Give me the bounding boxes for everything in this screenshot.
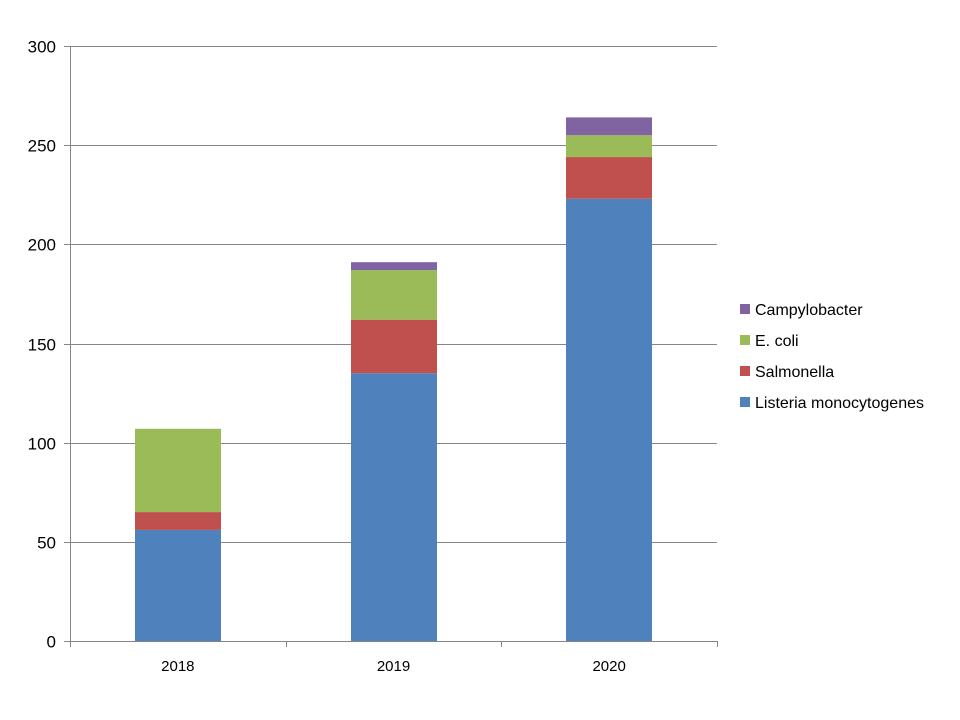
y-axis-ticks: 0 50 100 150 200 250 300 (28, 38, 70, 652)
bars (135, 117, 652, 641)
y-tick-label: 100 (28, 435, 56, 454)
bar-segment-2020-listeria-monocytogenes (566, 198, 652, 641)
y-tick-label: 300 (28, 38, 56, 57)
legend-swatch (740, 366, 750, 376)
bar-segment-2018-e-coli (135, 428, 221, 513)
bar-segment-2020-salmonella (566, 157, 652, 199)
y-tick-label: 200 (28, 236, 56, 255)
legend-item: Salmonella (740, 364, 834, 381)
bar-segment-2020-campylobacter (566, 117, 652, 136)
legend-item: Campylobacter (740, 302, 863, 319)
y-tick-label: 150 (28, 336, 56, 355)
legend-item: Listeria monocytogenes (740, 395, 924, 412)
legend-item: E. coli (740, 333, 799, 350)
bar-segment-2018-listeria-monocytogenes (135, 529, 221, 641)
y-tick-label: 250 (28, 137, 56, 156)
y-tick-label: 0 (47, 633, 56, 652)
legend: Campylobacter E. coli Salmonella Listeria m… (740, 302, 924, 412)
legend-swatch (740, 335, 750, 345)
legend-label: Campylobacter (755, 302, 863, 319)
bar-segment-2019-salmonella (351, 319, 437, 374)
legend-label: Salmonella (755, 364, 834, 381)
legend-swatch (740, 304, 750, 314)
legend-swatch (740, 397, 750, 407)
x-axis (70, 46, 717, 642)
x-tick-label: 2019 (377, 658, 410, 675)
x-tick-label: 2018 (161, 658, 194, 675)
x-axis-ticks: 2018 2019 2020 (70, 641, 718, 675)
bar-segment-2018-salmonella (135, 512, 221, 530)
legend-label: E. coli (755, 333, 799, 350)
x-tick-label: 2020 (592, 658, 625, 675)
bar-segment-2020-e-coli (566, 135, 652, 158)
bar-segment-2019-campylobacter (351, 262, 437, 271)
legend-label: Listeria monocytogenes (755, 395, 924, 412)
y-tick-label: 50 (37, 534, 56, 553)
bar-segment-2019-e-coli (351, 270, 437, 320)
bar-segment-2019-listeria-monocytogenes (351, 373, 437, 641)
